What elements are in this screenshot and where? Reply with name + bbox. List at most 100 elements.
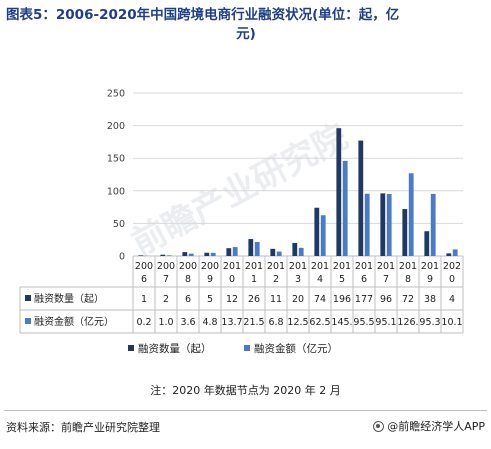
bar-series-2 xyxy=(254,241,260,256)
brand-text: @前瞻经济学人APP xyxy=(387,420,485,433)
bar-series-1 xyxy=(402,209,408,256)
y-tick-label: 200 xyxy=(107,121,125,132)
x-tick-label-bottom: 9 xyxy=(207,274,213,285)
bar-series-1 xyxy=(160,254,166,256)
data-label: 4.8 xyxy=(202,317,217,328)
bar-series-2 xyxy=(452,249,458,256)
y-tick-label: 250 xyxy=(107,89,125,100)
title-line-1: 图表5：2006-2020年中国跨境电商行业融资状况(单位：起，亿 xyxy=(6,7,400,23)
data-label: 74 xyxy=(314,294,326,305)
x-tick-label-bottom: 0 xyxy=(449,274,455,285)
x-tick-label-top: 201 xyxy=(355,261,373,272)
x-tick-label-bottom: 6 xyxy=(141,274,147,285)
data-label: 145. xyxy=(331,317,352,328)
x-tick-label-top: 200 xyxy=(157,261,175,272)
bar-series-2 xyxy=(166,255,172,256)
chart-title: 图表5：2006-2020年中国跨境电商行业融资状况(单位：起，亿 元) xyxy=(6,6,486,44)
x-tick-label-bottom: 2 xyxy=(273,274,279,285)
footer-divider xyxy=(4,410,487,411)
bar-series-1 xyxy=(248,239,254,256)
data-label: 6.8 xyxy=(268,317,283,328)
x-tick-label-bottom: 3 xyxy=(295,274,301,285)
bar-series-2 xyxy=(408,173,414,256)
data-label: 62.5 xyxy=(309,317,330,328)
x-tick-label-top: 201 xyxy=(289,261,307,272)
brand-credit: @前瞻经济学人APP xyxy=(373,418,485,434)
x-tick-label-bottom: 4 xyxy=(317,274,323,285)
bar-series-2 xyxy=(298,247,304,256)
data-label: 20 xyxy=(292,294,304,305)
bar-series-2 xyxy=(276,251,282,256)
x-tick-label-top: 200 xyxy=(135,261,153,272)
data-label: 26 xyxy=(248,294,260,305)
data-label: 21.5 xyxy=(243,317,264,328)
data-label: 38 xyxy=(424,294,436,305)
bar-series-2 xyxy=(342,160,348,256)
y-tick-label: 150 xyxy=(107,154,125,165)
x-tick-label-bottom: 8 xyxy=(405,274,411,285)
bar-series-1 xyxy=(204,252,210,256)
x-tick-label-top: 201 xyxy=(267,261,285,272)
bar-series-2 xyxy=(364,193,370,256)
bar-series-1 xyxy=(314,207,320,256)
data-label: 177 xyxy=(355,294,373,305)
bar-series-2 xyxy=(320,215,326,256)
bar-series-2 xyxy=(210,252,216,256)
x-tick-label-top: 202 xyxy=(443,261,461,272)
chart-note: 注：2020 年数据节点为 2020 年 2 月 xyxy=(150,384,341,397)
y-tick-label: 100 xyxy=(107,186,125,197)
x-tick-label-bottom: 9 xyxy=(427,274,433,285)
table-legend-key xyxy=(25,295,31,301)
x-tick-label-bottom: 6 xyxy=(361,274,367,285)
x-tick-label-bottom: 1 xyxy=(251,274,257,285)
data-label: 95.5 xyxy=(353,317,374,328)
data-label: 12 xyxy=(226,294,238,305)
data-label: 3.6 xyxy=(180,317,195,328)
bar-series-2 xyxy=(386,193,392,256)
data-label: 0.2 xyxy=(136,317,151,328)
source-text: 资料来源：前瞻产业研究院整理 xyxy=(6,421,160,434)
bar-series-1 xyxy=(226,248,232,256)
x-tick-label-bottom: 7 xyxy=(383,274,389,285)
x-tick-label-top: 201 xyxy=(421,261,439,272)
data-label: 2 xyxy=(163,294,169,305)
x-tick-label-bottom: 0 xyxy=(229,274,235,285)
bar-series-1 xyxy=(292,242,298,256)
watermark-text: 前瞻产业研究院 xyxy=(125,117,354,264)
table-row-header: 融资金额（亿元） xyxy=(34,315,114,328)
table-legend-key xyxy=(25,318,31,324)
brand-logo-icon xyxy=(373,420,385,432)
data-label: 95.1 xyxy=(375,317,396,328)
bar-series-2 xyxy=(430,193,436,256)
data-label: 196 xyxy=(333,294,351,305)
data-label: 12.5 xyxy=(287,317,308,328)
data-label: 96 xyxy=(380,294,392,305)
y-tick-label: 0 xyxy=(119,252,125,263)
x-tick-label-top: 201 xyxy=(333,261,351,272)
x-tick-label-top: 201 xyxy=(311,261,329,272)
legend-key-series-2 xyxy=(244,345,250,351)
x-tick-label-top: 201 xyxy=(377,261,395,272)
x-tick-label-top: 201 xyxy=(245,261,263,272)
legend-label-series-2: 融资金额（亿元） xyxy=(254,342,338,355)
table-row-header: 融资数量（起） xyxy=(34,292,104,305)
data-label: 11 xyxy=(270,294,282,305)
title-line-2: 元) xyxy=(236,26,256,42)
data-label: 1.0 xyxy=(158,317,173,328)
bar-series-1 xyxy=(380,193,386,256)
bar-series-1 xyxy=(138,255,144,256)
x-tick-label-top: 201 xyxy=(399,261,417,272)
data-label: 95.3 xyxy=(419,317,440,328)
data-label: 10.1 xyxy=(441,317,462,328)
x-tick-label-top: 200 xyxy=(179,261,197,272)
bar-series-1 xyxy=(270,248,276,256)
data-label: 6 xyxy=(185,294,191,305)
data-label: 13.7 xyxy=(221,317,242,328)
bar-series-1 xyxy=(358,140,364,256)
bar-series-1 xyxy=(182,252,188,256)
x-tick-label-bottom: 8 xyxy=(185,274,191,285)
bar-series-2 xyxy=(188,253,194,256)
data-label: 5 xyxy=(207,294,213,305)
legend-key-series-1 xyxy=(128,345,134,351)
bar-series-1 xyxy=(424,231,430,256)
